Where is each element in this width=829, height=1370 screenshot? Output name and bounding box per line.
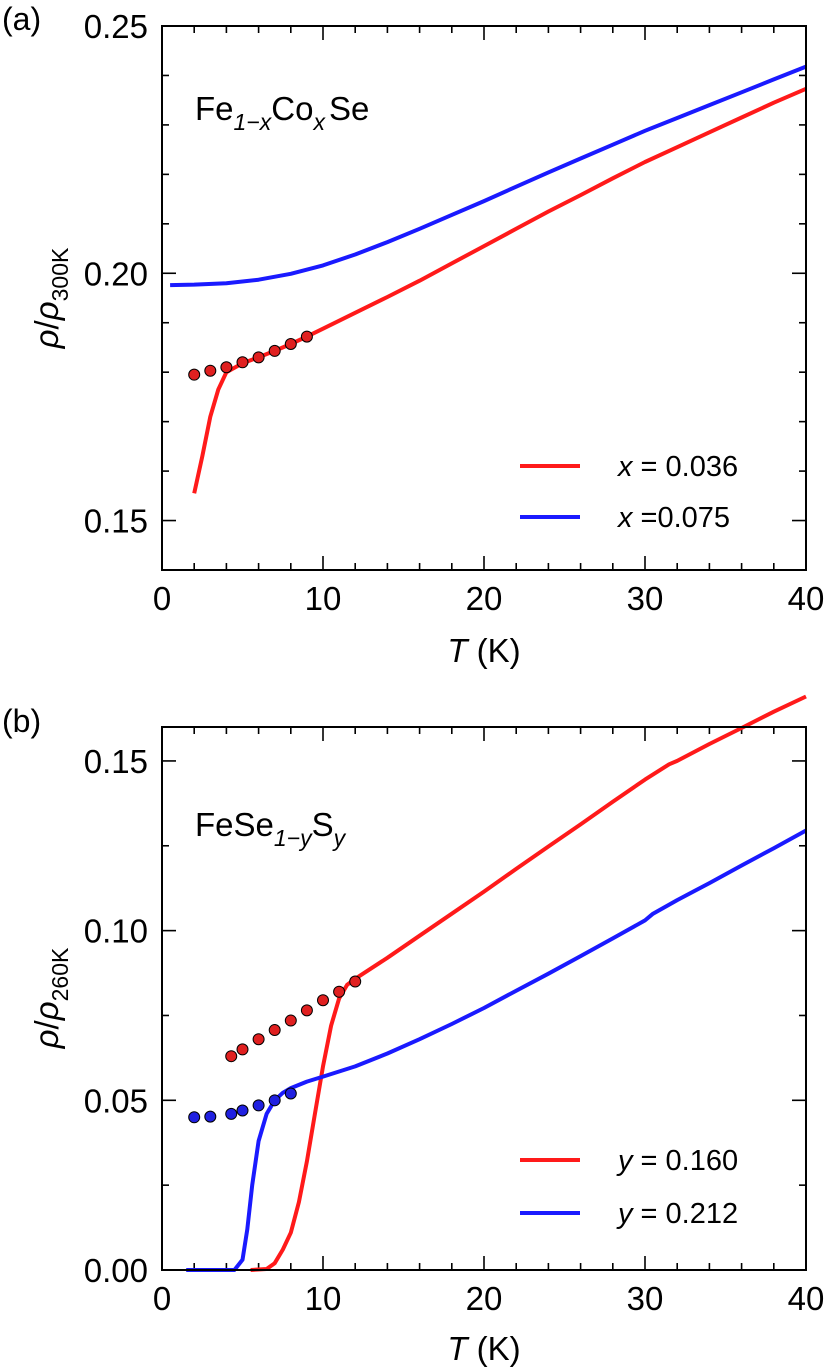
a-ytick-label: 0.15 — [84, 503, 148, 540]
a-markers — [188, 330, 313, 381]
b-marker-point — [317, 994, 329, 1007]
b-x-axis-title: T (K) — [447, 1330, 520, 1367]
b-series-line-2 — [186, 828, 807, 1272]
a-y-axis-title: ρ/ρ300K — [28, 247, 73, 349]
panel-a-label: (a) — [2, 1, 41, 37]
a-xtick-label: 30 — [627, 580, 664, 617]
a-ytick-label: 0.25 — [84, 8, 148, 45]
b-legend-text-1: y = 0.160 — [616, 1145, 738, 1177]
b-marker-point — [284, 1014, 297, 1027]
a-marker-point — [252, 351, 265, 364]
a-xtick-label: 20 — [466, 580, 503, 617]
b-legend-text-2: y = 0.212 — [616, 1198, 738, 1230]
b-marker-point — [188, 1111, 201, 1124]
b-marker-point — [252, 1033, 265, 1046]
a-tick-marks — [161, 25, 807, 571]
b-ytick-label: 0.00 — [84, 1252, 148, 1289]
a-xtick-label: 0 — [153, 580, 171, 617]
panel-a: (a) 0 10 20 30 40 0.15 0.20 0.25 Fe1−xCox Se x =… — [2, 1, 824, 669]
b-ytick-label: 0.15 — [84, 743, 148, 780]
b-xtick-label: 20 — [466, 1280, 503, 1317]
a-series-line-2 — [170, 64, 807, 288]
b-marker-point — [284, 1087, 297, 1100]
b-legend: y = 0.160 y = 0.212 — [520, 1145, 738, 1230]
b-marker-point — [268, 1094, 281, 1107]
b-markers — [188, 975, 362, 1124]
b-xtick-label: 40 — [788, 1280, 825, 1317]
a-xtick-label: 40 — [788, 580, 825, 617]
b-marker-point — [252, 1099, 265, 1112]
a-formula: Fe1−xCox Se — [195, 90, 369, 135]
a-marker-point — [300, 330, 313, 343]
panel-b-label: (b) — [2, 703, 41, 739]
b-xtick-label: 0 — [153, 1280, 171, 1317]
b-marker-point — [225, 1107, 238, 1120]
b-tick-labels: 0 10 20 30 40 0.00 0.05 0.10 0.15 — [84, 743, 825, 1317]
a-plot-frame — [161, 25, 807, 571]
panel-b: (b) 0 10 20 30 400.000.050.100.15 FeSe1−ySy … — [2, 694, 825, 1367]
a-marker-point — [204, 364, 217, 377]
b-marker-point — [268, 1024, 281, 1037]
b-marker-point — [236, 1043, 249, 1056]
b-marker-point — [349, 975, 362, 988]
a-marker-point — [236, 356, 249, 369]
a-x-axis-title: T (K) — [447, 632, 520, 669]
a-series-line-1 — [192, 86, 807, 494]
a-legend-text-1: x = 0.036 — [616, 451, 738, 483]
a-marker-point — [188, 368, 201, 381]
b-marker-point — [333, 985, 346, 998]
a-marker-point — [284, 337, 297, 350]
b-ytick-label: 0.05 — [84, 1082, 148, 1119]
b-xtick-label: 30 — [627, 1280, 664, 1317]
b-series-line-1 — [250, 694, 807, 1272]
b-xtick-label: 10 — [305, 1280, 342, 1317]
a-marker-point — [220, 361, 233, 374]
b-tick-marks — [161, 727, 807, 1271]
a-ytick-label: 0.20 — [84, 255, 148, 292]
b-marker-point — [300, 1004, 313, 1017]
a-legend: x = 0.036 x =0.075 — [520, 451, 738, 534]
b-formula: FeSe1−ySy — [195, 806, 347, 851]
b-ytick-label: 0.10 — [84, 913, 148, 950]
b-marker-point — [204, 1110, 217, 1123]
a-xtick-label: 10 — [305, 580, 342, 617]
b-marker-point — [225, 1050, 238, 1063]
b-y-axis-title: ρ/ρ260K — [28, 947, 73, 1049]
b-marker-point — [236, 1104, 249, 1117]
b-plot-frame — [161, 726, 807, 1271]
a-tick-labels: 0 10 20 30 40 0.15 0.20 0.25 — [84, 8, 825, 617]
a-legend-text-2: x =0.075 — [616, 502, 730, 534]
b-series — [186, 694, 807, 1272]
a-marker-point — [268, 344, 281, 357]
